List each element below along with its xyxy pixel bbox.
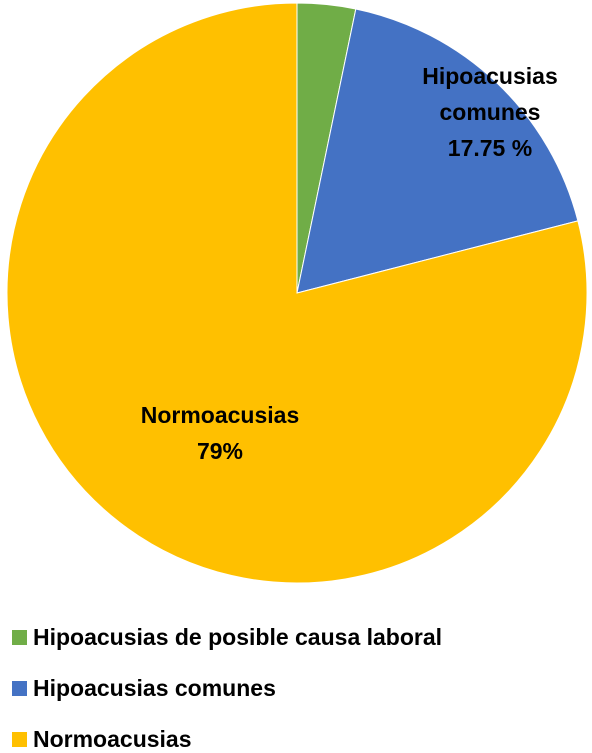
legend-entry: Hipoacusias de posible causa laboral <box>12 622 442 652</box>
legend-swatch <box>12 629 27 645</box>
slice-name-label: Normoacusias <box>140 402 300 428</box>
pie-slice <box>296 8 579 294</box>
legend-entry: Hipoacusias comunes <box>12 673 276 703</box>
legend-label: Hipoacusias de posible causa laboral <box>33 623 443 650</box>
legend-label: Normoacusias <box>33 725 192 752</box>
value-label: 17.75 % <box>447 135 533 161</box>
value-label: 79% <box>196 438 244 464</box>
legend-label: Hipoacusias comunes <box>33 674 276 701</box>
legend-swatch <box>12 731 27 747</box>
slice-name-label: Hipoacusias comunes <box>422 63 558 125</box>
pie-slice <box>6 2 588 584</box>
legend-entry: Normoacusias <box>12 724 192 753</box>
legend-swatch <box>12 680 27 696</box>
chart <box>6 2 588 584</box>
